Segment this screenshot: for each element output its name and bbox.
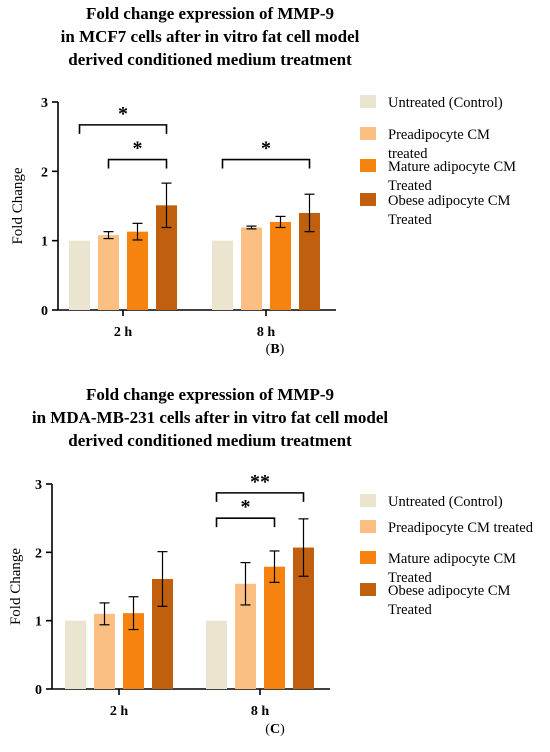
legend-label: Treated	[388, 570, 433, 586]
legend-swatch	[360, 494, 376, 507]
significance-label: *	[118, 103, 128, 125]
bar	[94, 613, 115, 689]
legend-swatch	[360, 193, 376, 206]
legend-swatch	[360, 520, 376, 533]
legend-label: Preadipocyte CM treated	[388, 520, 534, 536]
bar	[293, 547, 314, 689]
panel-b-title-line-2: in MCF7 cells after in vitro fat cell mo…	[60, 27, 360, 46]
panel-b-label-letter: B	[270, 342, 280, 357]
y-axis-title: Fold Change	[10, 167, 26, 244]
legend-label: Treated	[388, 602, 433, 618]
bar	[264, 566, 285, 689]
y-tick-label: 1	[41, 235, 48, 250]
panel-b-title-line-1: Fold change expression of MMP-9	[85, 4, 335, 23]
y-tick-label: 3	[35, 478, 42, 493]
panel-b-label: (B)	[0, 342, 550, 358]
panel-b-label-close: )	[279, 342, 285, 357]
significance-bracket	[215, 492, 305, 502]
x-tick-label: 2 h	[114, 325, 133, 340]
legend-label: Obese adipocyte CM	[388, 583, 511, 599]
legend-swatch	[360, 127, 376, 140]
panel-c-title: Fold change expression of MMP-9 in MDA-M…	[0, 383, 420, 452]
y-tick-label: 2	[35, 546, 42, 561]
y-axis-title: Fold Change	[8, 548, 24, 625]
panel-c-label-letter: C	[269, 722, 281, 737]
x-tick-label: 8 h	[257, 325, 276, 340]
legend-swatch	[360, 583, 376, 596]
panel-c-title-line-2: in MDA-MB-231 cells after in vitro fat c…	[31, 408, 389, 427]
bar	[127, 231, 148, 310]
panel-c-label-open: (	[265, 722, 270, 737]
legend-swatch	[360, 159, 376, 172]
bar	[241, 227, 262, 310]
y-tick-label: 0	[41, 304, 48, 319]
significance-label: *	[261, 138, 271, 160]
significance-bracket	[215, 517, 276, 528]
legend-label: Preadipocyte CM	[388, 127, 490, 143]
y-tick-label: 1	[35, 615, 42, 630]
significance-label: **	[250, 471, 270, 493]
y-tick-label: 3	[41, 96, 48, 111]
x-tick-label: 2 h	[110, 704, 129, 719]
legend-label: Mature adipocyte CM	[388, 551, 516, 567]
panel-b-title: Fold change expression of MMP-9 in MCF7 …	[0, 2, 420, 71]
y-tick-label: 0	[35, 683, 42, 698]
bar	[206, 620, 227, 689]
panel-c-label: (C)	[0, 722, 550, 738]
panel-c-title-line-1: Fold change expression of MMP-9	[85, 385, 335, 404]
bar	[152, 578, 173, 689]
legend-swatch	[360, 551, 376, 564]
y-tick-label: 2	[41, 165, 48, 180]
bar	[98, 235, 119, 310]
legend-label: Untreated (Control)	[388, 494, 503, 510]
panel-c-title-line-3: derived conditioned medium treatment	[68, 431, 352, 450]
panel-b-label-open: (	[265, 342, 271, 357]
significance-label: *	[133, 138, 143, 160]
significance-bracket	[107, 158, 168, 169]
legend-swatch	[360, 95, 376, 108]
legend-label: Treated	[388, 178, 433, 194]
bar	[299, 212, 320, 310]
bar	[270, 221, 291, 310]
bar	[235, 583, 256, 689]
bar	[123, 613, 144, 689]
bar	[156, 205, 177, 310]
bar	[212, 240, 233, 310]
bar	[69, 240, 90, 310]
significance-bracket	[221, 158, 311, 169]
legend-label: Treated	[388, 212, 433, 228]
panel-b-title-line-3: derived conditioned medium treatment	[68, 50, 352, 69]
legend-label: Obese adipocyte CM	[388, 193, 511, 209]
legend-label: treated	[388, 146, 428, 162]
panel-c-label-close: )	[280, 722, 285, 737]
significance-label: *	[241, 496, 251, 518]
x-tick-label: 8 h	[251, 704, 270, 719]
legend-label: Untreated (Control)	[388, 95, 503, 111]
bar	[65, 620, 86, 689]
legend-label: Mature adipocyte CM	[388, 159, 516, 175]
significance-bracket	[78, 124, 168, 134]
